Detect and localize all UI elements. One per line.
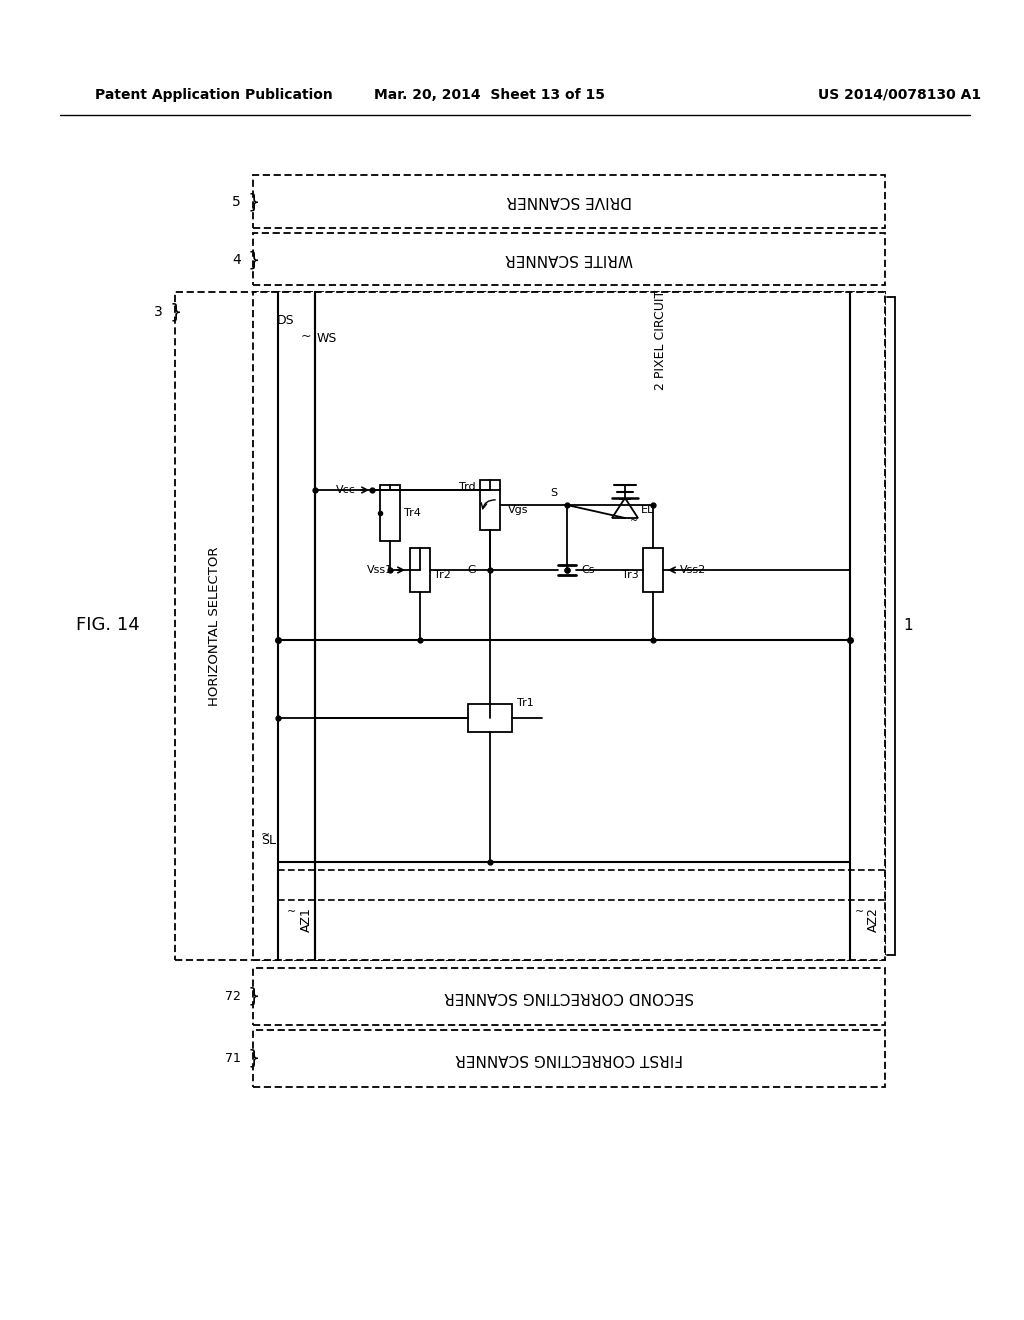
Text: Vss1: Vss1 <box>367 565 393 576</box>
Text: 2 PIXEL CIRCUIT: 2 PIXEL CIRCUIT <box>653 290 667 391</box>
Bar <box>468 704 512 733</box>
Bar <box>253 234 885 285</box>
Text: SECOND CORRECTING SCANNER: SECOND CORRECTING SCANNER <box>444 989 694 1003</box>
Text: Tr4: Tr4 <box>404 508 421 517</box>
Text: Vgs: Vgs <box>508 506 528 515</box>
Text: S: S <box>550 488 557 498</box>
Text: SL: SL <box>261 833 276 846</box>
Text: Patent Application Publication: Patent Application Publication <box>95 88 333 102</box>
Text: ~: ~ <box>855 907 864 917</box>
Bar <box>380 484 400 541</box>
Text: WRITE SCANNER: WRITE SCANNER <box>505 252 633 267</box>
Text: FIRST CORRECTING SCANNER: FIRST CORRECTING SCANNER <box>455 1051 683 1065</box>
Text: HORIZONTAL SELECTOR: HORIZONTAL SELECTOR <box>208 546 220 706</box>
Bar <box>480 480 500 531</box>
Text: 1: 1 <box>903 618 912 632</box>
Text: Mar. 20, 2014  Sheet 13 of 15: Mar. 20, 2014 Sheet 13 of 15 <box>375 88 605 102</box>
Text: }: } <box>170 302 182 322</box>
Bar <box>175 292 885 960</box>
Text: DS: DS <box>278 314 295 326</box>
Text: DRIVE SCANNER: DRIVE SCANNER <box>506 194 632 209</box>
Bar <box>253 968 885 1026</box>
Text: 5: 5 <box>232 195 241 209</box>
Text: ~: ~ <box>287 907 296 917</box>
Bar <box>253 176 885 228</box>
Bar <box>253 1030 885 1086</box>
Bar <box>643 548 663 591</box>
Text: Trd: Trd <box>460 482 476 492</box>
Text: 71: 71 <box>225 1052 241 1064</box>
Text: }: } <box>248 193 260 211</box>
Text: }: } <box>248 986 260 1006</box>
Text: ~: ~ <box>300 330 311 342</box>
Text: 4: 4 <box>232 253 241 267</box>
Text: Cs: Cs <box>581 565 595 576</box>
Text: Tr1: Tr1 <box>517 698 534 708</box>
Bar <box>253 292 885 960</box>
Text: US 2014/0078130 A1: US 2014/0078130 A1 <box>818 88 982 102</box>
Text: AZ1: AZ1 <box>300 908 313 932</box>
Text: Tr3: Tr3 <box>623 570 639 579</box>
Text: }: } <box>248 251 260 269</box>
Text: ~: ~ <box>261 830 270 840</box>
Text: Vcc: Vcc <box>336 484 356 495</box>
Text: AZ2: AZ2 <box>867 908 880 932</box>
Bar <box>410 548 430 591</box>
Text: FIG. 14: FIG. 14 <box>76 616 140 634</box>
Text: 72: 72 <box>225 990 241 1002</box>
Text: Vss2: Vss2 <box>680 565 707 576</box>
Text: G: G <box>467 565 476 576</box>
Text: ~: ~ <box>630 516 638 525</box>
Text: }: } <box>248 1048 260 1068</box>
Text: WS: WS <box>317 331 337 345</box>
Text: Tr2: Tr2 <box>434 570 451 579</box>
Text: 3: 3 <box>155 305 163 319</box>
Text: EL: EL <box>641 506 654 515</box>
